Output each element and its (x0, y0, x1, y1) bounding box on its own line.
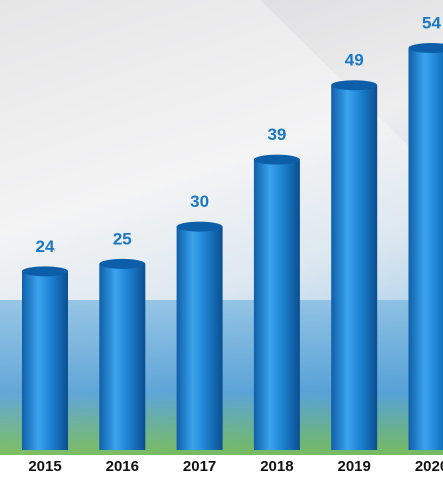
bar-top (22, 266, 68, 277)
bar-top (408, 43, 443, 53)
value-label: 54 (422, 13, 441, 32)
value-label: 24 (36, 237, 55, 256)
x-tick-label: 2015 (28, 458, 61, 475)
x-tick-label: 2020 (415, 458, 443, 475)
bar (22, 271, 68, 450)
bar-top (99, 258, 146, 269)
x-tick-label: 2018 (260, 458, 293, 475)
bar-top (253, 154, 300, 165)
bar (176, 226, 223, 450)
x-tick-label: 2017 (183, 458, 216, 475)
x-tick-label: 2019 (338, 458, 371, 475)
bar-top (176, 221, 223, 232)
bar (253, 159, 300, 450)
value-label: 39 (267, 125, 286, 144)
bar (331, 85, 378, 450)
value-label: 49 (345, 51, 364, 70)
value-label: 25 (113, 229, 132, 248)
x-tick-label: 2016 (106, 458, 139, 475)
label-strip (0, 455, 443, 478)
value-label: 30 (190, 192, 209, 211)
bars: 24 2015 25 2016 30 2017 39 2018 49 2019 54 2020 (22, 13, 443, 475)
bar-top (331, 80, 378, 91)
bar (408, 48, 443, 450)
bar (99, 263, 146, 450)
